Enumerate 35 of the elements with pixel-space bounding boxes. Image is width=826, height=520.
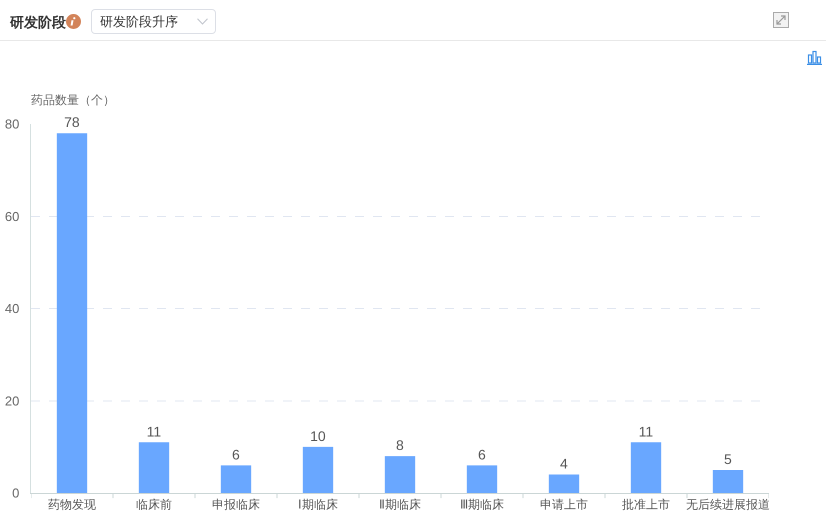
y-axis-title: 药品数量（个） bbox=[31, 93, 115, 107]
bar bbox=[548, 474, 580, 493]
bar bbox=[466, 465, 498, 493]
y-tick-label: 80 bbox=[4, 116, 20, 132]
y-tick-label: 0 bbox=[12, 486, 20, 501]
chart-title: 研发阶段 bbox=[10, 13, 66, 32]
x-tick-label: Ⅱ期临床 bbox=[379, 497, 421, 512]
bar bbox=[384, 456, 416, 493]
y-tick-label: 20 bbox=[4, 393, 20, 408]
x-tick-label: 批准上市 bbox=[622, 497, 670, 512]
data-label: 11 bbox=[638, 423, 654, 440]
data-label: 6 bbox=[232, 446, 240, 462]
data-label: 11 bbox=[146, 423, 162, 440]
bar bbox=[220, 465, 252, 493]
bar bbox=[712, 470, 744, 493]
data-label: 10 bbox=[310, 428, 326, 444]
x-tick-label: 临床前 bbox=[136, 497, 172, 512]
x-tick-label: Ⅰ期临床 bbox=[298, 497, 338, 512]
bar bbox=[56, 133, 88, 493]
data-label: 6 bbox=[478, 446, 486, 462]
x-tick-label: 申请上市 bbox=[540, 497, 588, 512]
data-label: 8 bbox=[396, 437, 404, 454]
x-tick-label: 申报临床 bbox=[212, 497, 260, 512]
dropdown: 研发阶段升序 bbox=[91, 9, 216, 34]
bar bbox=[138, 442, 170, 493]
data-label: 5 bbox=[724, 450, 732, 467]
data-label: 78 bbox=[64, 114, 80, 130]
data-label: 4 bbox=[560, 456, 568, 472]
y-tick-label: 40 bbox=[4, 301, 20, 316]
y-tick-label: 60 bbox=[4, 208, 20, 224]
x-tick-label: Ⅲ期临床 bbox=[460, 497, 504, 512]
bar bbox=[302, 446, 334, 493]
bar bbox=[630, 442, 662, 493]
x-tick-label: 无后续进展报道 bbox=[686, 497, 770, 512]
x-tick-label: 药物发现 bbox=[48, 497, 96, 512]
